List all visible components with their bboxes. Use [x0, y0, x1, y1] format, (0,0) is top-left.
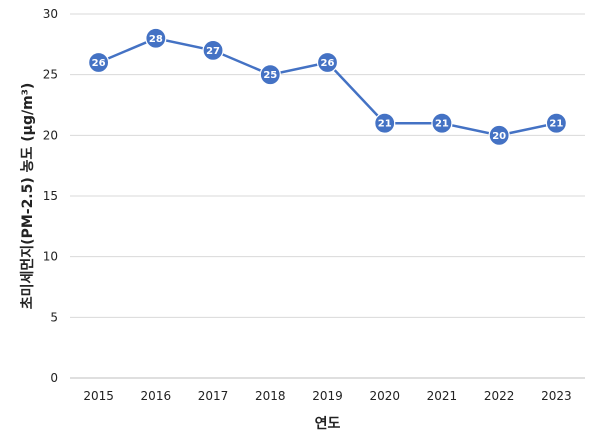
y-tick-label: 20: [43, 128, 58, 142]
x-tick-label: 2017: [198, 389, 229, 403]
y-tick-label: 15: [43, 189, 58, 203]
data-point: 27: [202, 39, 224, 62]
point-marker: [145, 27, 167, 49]
data-points: 26 28 27 25 26 21 21 20 21: [88, 27, 567, 146]
x-tick-label: 2020: [369, 389, 400, 403]
data-point: 21: [545, 112, 567, 134]
x-tick-label: 2016: [141, 389, 172, 403]
data-point: 26: [316, 51, 339, 74]
y-tick-label: 30: [43, 7, 58, 21]
point-marker: [488, 124, 510, 146]
y-axis-title: 초미세먼지(PM-2.5) 농도 (μg/m³): [19, 83, 36, 309]
y-tick-label: 5: [50, 310, 58, 324]
data-point: 21: [374, 112, 396, 134]
x-axis-title: 연도: [315, 416, 341, 432]
data-label: 28: [149, 34, 163, 45]
y-tick-label: 10: [43, 250, 58, 264]
data-point: 25: [259, 64, 281, 86]
x-tick-label: 2019: [312, 389, 343, 403]
data-point: 20: [488, 124, 510, 146]
point-marker: [316, 51, 339, 74]
data-point: 26: [88, 51, 110, 74]
y-axis-ticks: 0 5 10 15 20 25 30: [43, 7, 58, 385]
data-point: 28: [145, 27, 167, 49]
data-label: 21: [378, 119, 392, 130]
point-marker: [374, 112, 396, 134]
x-tick-label: 2022: [484, 389, 515, 403]
x-axis-ticks: 2015 2016 2017 2018 2019 2020 2021 2022 2023: [83, 389, 571, 403]
x-tick-label: 2021: [427, 389, 458, 403]
y-tick-label: 0: [50, 371, 58, 385]
data-label: 27: [206, 46, 220, 57]
data-label: 25: [263, 70, 277, 81]
y-tick-label: 25: [43, 68, 58, 82]
x-tick-label: 2018: [255, 389, 286, 403]
gridlines: [70, 13, 585, 318]
data-label: 21: [549, 119, 563, 130]
x-tick-label: 2023: [541, 389, 572, 403]
data-label: 20: [492, 131, 506, 142]
point-marker: [202, 39, 224, 62]
point-marker: [259, 64, 281, 86]
x-tick-label: 2015: [83, 389, 114, 403]
data-label: 21: [435, 119, 449, 130]
data-point: 21: [431, 112, 453, 134]
point-marker: [88, 51, 110, 74]
data-label: 26: [321, 58, 335, 69]
point-marker: [545, 112, 567, 134]
point-marker: [431, 112, 453, 134]
data-label: 26: [92, 58, 106, 69]
